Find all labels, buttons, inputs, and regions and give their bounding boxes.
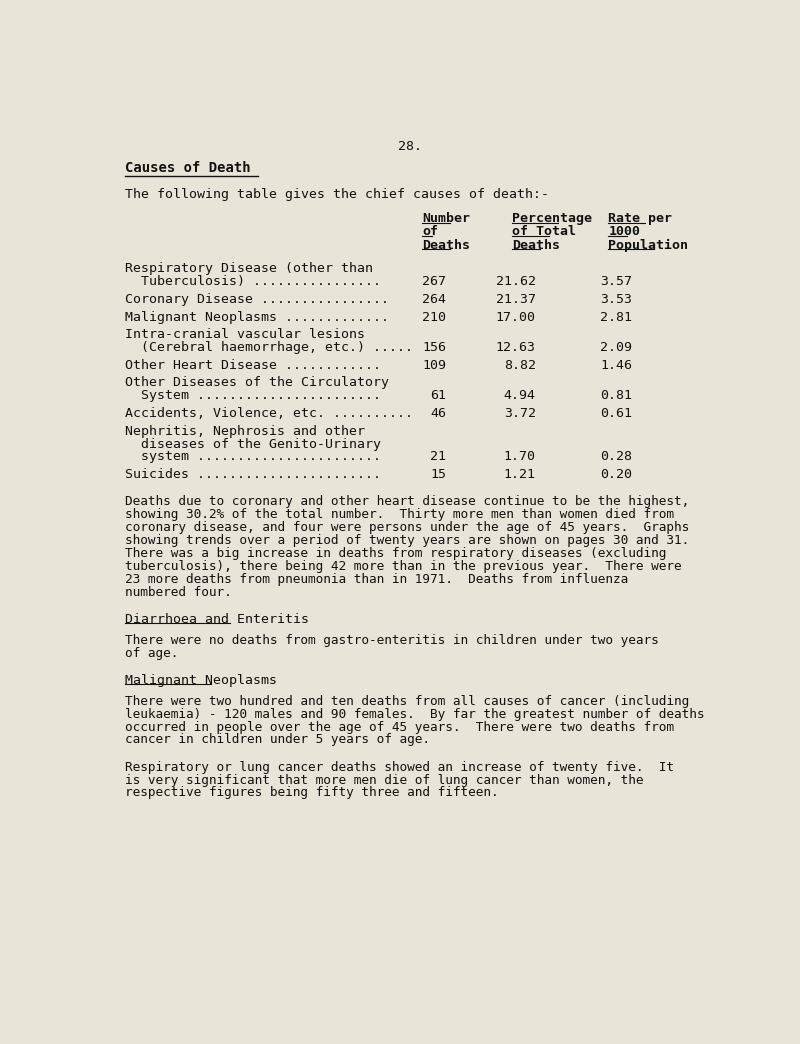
Text: of Total: of Total [512, 226, 576, 238]
Text: 21.37: 21.37 [496, 293, 536, 306]
Text: Deaths: Deaths [422, 239, 470, 252]
Text: 267: 267 [422, 276, 446, 288]
Text: 1.21: 1.21 [504, 468, 536, 481]
Text: The following table gives the chief causes of death:-: The following table gives the chief caus… [125, 188, 549, 201]
Text: Deaths due to coronary and other heart disease continue to be the highest,: Deaths due to coronary and other heart d… [125, 496, 689, 508]
Text: Accidents, Violence, etc. ..........: Accidents, Violence, etc. .......... [125, 407, 413, 420]
Text: Other Diseases of the Circulatory: Other Diseases of the Circulatory [125, 377, 389, 389]
Text: 2.09: 2.09 [600, 341, 632, 354]
Text: respective figures being fifty three and fifteen.: respective figures being fifty three and… [125, 786, 498, 800]
Text: System .......................: System ....................... [125, 389, 381, 402]
Text: Nephritis, Nephrosis and other: Nephritis, Nephrosis and other [125, 425, 365, 437]
Text: Diarrhoea and Enteritis: Diarrhoea and Enteritis [125, 613, 309, 625]
Text: 12.63: 12.63 [496, 341, 536, 354]
Text: numbered four.: numbered four. [125, 586, 231, 598]
Text: Malignant Neoplasms .............: Malignant Neoplasms ............. [125, 310, 389, 324]
Text: There were two hundred and ten deaths from all causes of cancer (including: There were two hundred and ten deaths fr… [125, 695, 689, 708]
Text: Rate per: Rate per [608, 212, 672, 226]
Text: Other Heart Disease ............: Other Heart Disease ............ [125, 359, 381, 372]
Text: 2.81: 2.81 [600, 310, 632, 324]
Text: (Cerebral haemorrhage, etc.) .....: (Cerebral haemorrhage, etc.) ..... [125, 341, 413, 354]
Text: cancer in children under 5 years of age.: cancer in children under 5 years of age. [125, 734, 430, 746]
Text: tuberculosis), there being 42 more than in the previous year.  There were: tuberculosis), there being 42 more than … [125, 560, 682, 573]
Text: Population: Population [608, 239, 688, 252]
Text: 0.20: 0.20 [600, 468, 632, 481]
Text: There were no deaths from gastro-enteritis in children under two years: There were no deaths from gastro-enterit… [125, 634, 658, 646]
Text: 17.00: 17.00 [496, 310, 536, 324]
Text: 0.81: 0.81 [600, 389, 632, 402]
Text: coronary disease, and four were persons under the age of 45 years.  Graphs: coronary disease, and four were persons … [125, 521, 689, 535]
Text: Tuberculosis) ................: Tuberculosis) ................ [125, 276, 381, 288]
Text: Deaths: Deaths [512, 239, 560, 252]
Text: 3.57: 3.57 [600, 276, 632, 288]
Text: 28.: 28. [398, 140, 422, 152]
Text: system .......................: system ....................... [125, 450, 381, 464]
Text: is very significant that more men die of lung cancer than women, the: is very significant that more men die of… [125, 774, 643, 786]
Text: 109: 109 [422, 359, 446, 372]
Text: showing trends over a period of twenty years are shown on pages 30 and 31.: showing trends over a period of twenty y… [125, 535, 689, 547]
Text: 3.53: 3.53 [600, 293, 632, 306]
Text: 15: 15 [430, 468, 446, 481]
Text: diseases of the Genito-Urinary: diseases of the Genito-Urinary [125, 437, 381, 451]
Text: Respiratory Disease (other than: Respiratory Disease (other than [125, 262, 373, 276]
Text: 1.46: 1.46 [600, 359, 632, 372]
Text: showing 30.2% of the total number.  Thirty more men than women died from: showing 30.2% of the total number. Thirt… [125, 508, 674, 521]
Text: 156: 156 [422, 341, 446, 354]
Text: 1.70: 1.70 [504, 450, 536, 464]
Text: Percentage: Percentage [512, 212, 592, 226]
Text: 0.28: 0.28 [600, 450, 632, 464]
Text: of: of [422, 226, 438, 238]
Text: 4.94: 4.94 [504, 389, 536, 402]
Text: 264: 264 [422, 293, 446, 306]
Text: 61: 61 [430, 389, 446, 402]
Text: 1000: 1000 [608, 226, 640, 238]
Text: 21.62: 21.62 [496, 276, 536, 288]
Text: occurred in people over the age of 45 years.  There were two deaths from: occurred in people over the age of 45 ye… [125, 720, 674, 734]
Text: 210: 210 [422, 310, 446, 324]
Text: Causes of Death: Causes of Death [125, 162, 250, 175]
Text: 3.72: 3.72 [504, 407, 536, 420]
Text: of age.: of age. [125, 646, 178, 660]
Text: 21: 21 [430, 450, 446, 464]
Text: leukaemia) - 120 males and 90 females.  By far the greatest number of deaths: leukaemia) - 120 males and 90 females. B… [125, 708, 704, 720]
Text: There was a big increase in deaths from respiratory diseases (excluding: There was a big increase in deaths from … [125, 547, 666, 560]
Text: Number: Number [422, 212, 470, 226]
Text: 0.61: 0.61 [600, 407, 632, 420]
Text: Malignant Neoplasms: Malignant Neoplasms [125, 674, 277, 687]
Text: 46: 46 [430, 407, 446, 420]
Text: Intra-cranial vascular lesions: Intra-cranial vascular lesions [125, 328, 365, 341]
Text: 23 more deaths from pneumonia than in 1971.  Deaths from influenza: 23 more deaths from pneumonia than in 19… [125, 573, 628, 586]
Text: Respiratory or lung cancer deaths showed an increase of twenty five.  It: Respiratory or lung cancer deaths showed… [125, 761, 674, 774]
Text: Coronary Disease ................: Coronary Disease ................ [125, 293, 389, 306]
Text: Suicides .......................: Suicides ....................... [125, 468, 381, 481]
Text: 8.82: 8.82 [504, 359, 536, 372]
